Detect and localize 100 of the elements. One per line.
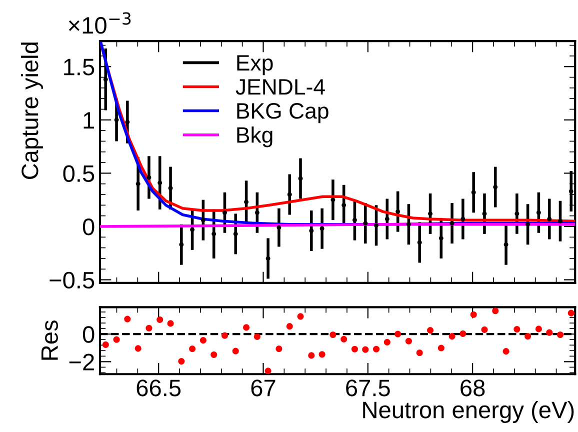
point [417,240,422,245]
y-tick-label: 0.5 [63,165,94,182]
legend-label: JENDL-4 [236,79,325,95]
point [276,346,282,352]
point [318,351,326,358]
point [406,222,411,227]
text: ×10$^{−3}$ [68,12,131,34]
point [232,348,239,354]
point [504,242,508,247]
point [200,218,206,222]
point [179,242,184,247]
point [546,329,553,336]
legend-label: Bkg [237,126,272,148]
point [340,336,348,342]
point [460,330,466,337]
point [514,326,520,333]
point [352,218,357,222]
point [330,198,336,202]
point [297,313,304,320]
point [200,336,206,344]
point [526,222,530,227]
point [264,368,272,374]
point [438,236,444,240]
point [524,332,532,340]
point [450,221,454,226]
y-tick-label: 1 [84,112,94,128]
point [448,332,456,340]
point [266,256,270,261]
legend-label: BKG Cap [237,103,328,124]
point [146,324,152,332]
point [342,202,346,208]
point [556,331,564,338]
point [363,221,368,226]
point [125,120,130,124]
point [547,216,552,222]
point [222,210,227,215]
point [330,331,336,338]
point [190,227,195,232]
point [286,323,293,330]
point [114,118,119,122]
x-tick-label: 68 [460,380,485,396]
point [124,316,131,322]
point [426,327,434,334]
point [102,341,109,348]
point [482,211,487,216]
point [254,210,260,215]
point [372,346,380,352]
point [535,326,542,332]
point [351,346,358,352]
point [243,324,250,331]
point [168,186,173,190]
legend-label: Exp [237,55,273,76]
point [536,210,541,215]
point [210,351,218,358]
x-axis-title: Neutron energy (eV) [363,400,574,423]
point [287,192,292,197]
point [308,352,315,359]
point [558,218,562,224]
point [254,333,260,340]
point [568,189,574,194]
point [384,338,390,346]
y-axis-title: Capture yield [20,42,43,179]
point [374,223,379,228]
point [460,216,466,222]
point [514,211,520,216]
y-tick-label: −2 [69,354,94,370]
point [493,184,498,190]
x-tick-label: 67 [251,380,276,396]
point [405,338,412,344]
y-tick-label: −0.5 [50,272,94,289]
point [156,316,164,324]
y-tick-label: 0 [82,326,94,343]
point [158,180,162,186]
x-tick-label: 67.5 [346,380,390,396]
point [438,344,444,352]
point [212,232,216,236]
point [362,346,369,353]
point [492,308,499,314]
point [396,209,400,214]
point [568,310,574,316]
point [298,176,303,181]
point [394,330,402,338]
point [416,350,423,356]
point [470,311,477,318]
point [103,77,108,82]
y-tick-label: 1.5 [64,58,94,76]
point [276,225,282,230]
point [134,345,142,352]
point [428,211,433,216]
point [471,190,476,195]
point [189,346,196,352]
point [481,326,488,333]
point [146,175,152,180]
y-axis-title: Res [42,320,58,360]
y-tick-label: 0 [82,218,94,236]
x-tick-label: 66.5 [136,380,181,396]
point [309,228,314,233]
point [384,216,390,222]
point [233,232,238,236]
point [178,358,185,365]
